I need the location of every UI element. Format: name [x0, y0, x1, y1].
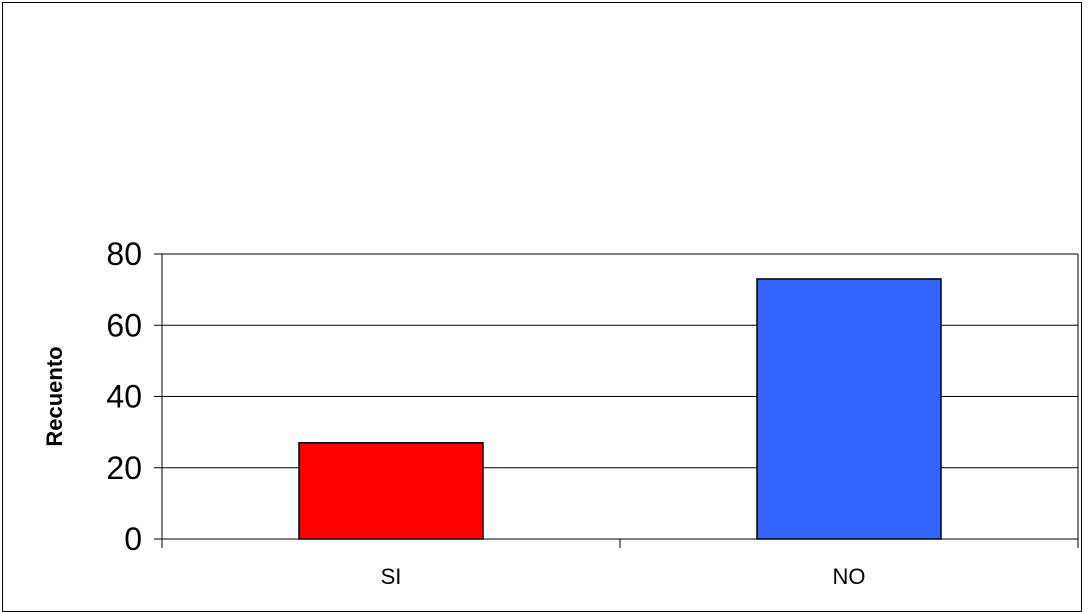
- y-tick-label: 20: [106, 450, 142, 486]
- bar-si: [298, 442, 484, 540]
- y-tick-label: 80: [106, 236, 142, 272]
- bar-no: [756, 278, 942, 540]
- y-axis-title: Recuento: [42, 346, 67, 446]
- y-tick-label: 0: [124, 521, 142, 557]
- x-category-label: SI: [381, 564, 402, 589]
- axes: [154, 253, 1079, 548]
- y-tick-label: 60: [106, 307, 142, 343]
- y-tick-label: 40: [106, 379, 142, 415]
- x-category-label: NO: [833, 564, 866, 589]
- bars: [298, 278, 942, 540]
- labels: 0 20 40 60 80 SI NO: [106, 236, 865, 589]
